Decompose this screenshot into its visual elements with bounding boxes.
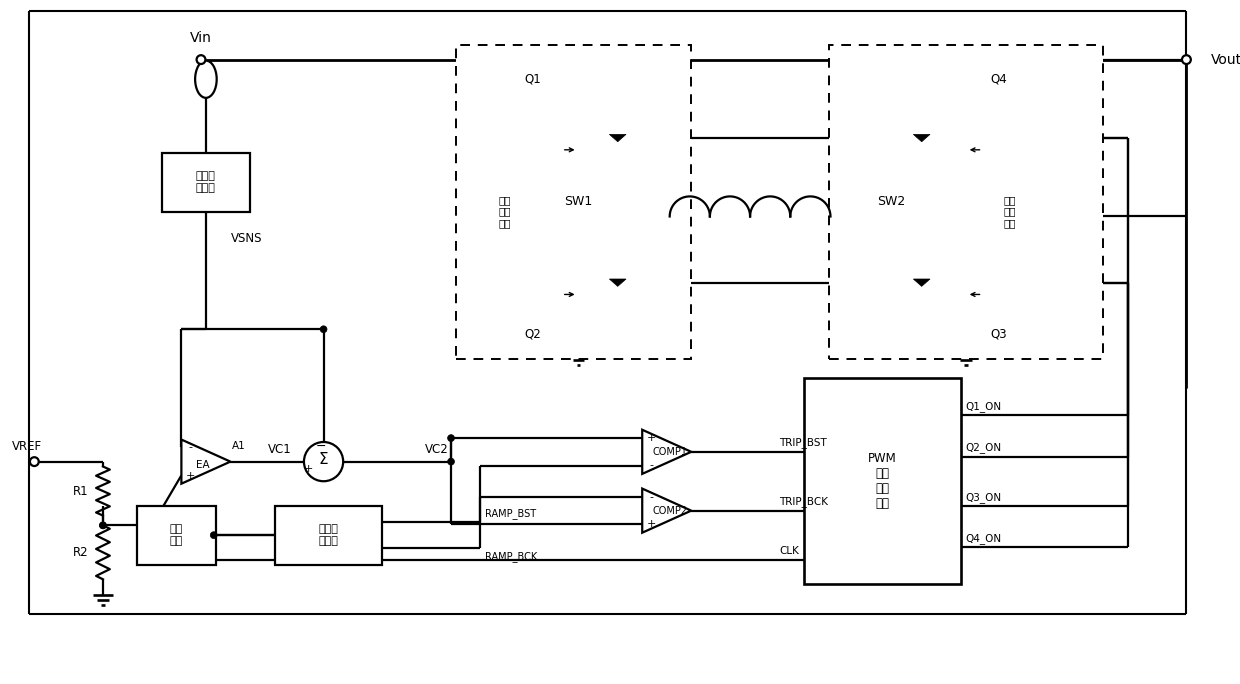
Text: EA: EA [196, 460, 210, 469]
Text: +: + [646, 433, 656, 443]
Circle shape [99, 522, 107, 529]
Text: Q1: Q1 [525, 73, 542, 86]
Text: +: + [304, 464, 314, 475]
Text: SW1: SW1 [564, 196, 591, 209]
Text: Q2: Q2 [525, 328, 542, 341]
Text: -: - [649, 492, 653, 502]
Polygon shape [914, 134, 930, 142]
Text: -: - [188, 442, 192, 452]
Circle shape [448, 458, 455, 465]
Text: Σ: Σ [319, 452, 329, 467]
Polygon shape [914, 279, 930, 287]
Text: Q3_ON: Q3_ON [966, 492, 1002, 503]
Text: VREF: VREF [12, 440, 42, 453]
Circle shape [99, 522, 107, 529]
Text: R2: R2 [73, 547, 88, 560]
Text: 降压
开关
模块: 降压 开关 模块 [498, 195, 511, 228]
Text: VC2: VC2 [424, 443, 448, 456]
Bar [138, 505, 216, 564]
Bar [804, 378, 961, 584]
Circle shape [320, 326, 327, 332]
Text: CLK: CLK [780, 546, 800, 556]
Text: Vout: Vout [1211, 53, 1240, 66]
Text: 升压
开关
模块: 升压 开关 模块 [1003, 195, 1016, 228]
Text: A1: A1 [232, 441, 246, 451]
Polygon shape [642, 488, 691, 533]
Text: TRIP_BST: TRIP_BST [780, 438, 827, 449]
Text: VC1: VC1 [268, 443, 291, 456]
Text: PWM
逻辑
控制
制器: PWM 逻辑 控制 制器 [868, 452, 897, 510]
Text: SW2: SW2 [878, 196, 905, 209]
Text: 斜率补
偿电路: 斜率补 偿电路 [319, 525, 339, 546]
Text: TRIP_BCK: TRIP_BCK [780, 497, 828, 508]
Bar [161, 153, 250, 211]
Text: Q3: Q3 [991, 328, 1007, 341]
Text: COMP2: COMP2 [652, 505, 687, 516]
Text: −: − [315, 440, 326, 453]
Text: RAMP_BCK: RAMP_BCK [485, 551, 538, 562]
Text: Q2_ON: Q2_ON [966, 443, 1002, 453]
Text: +: + [646, 519, 656, 529]
Text: -: - [649, 460, 653, 471]
Polygon shape [181, 440, 231, 484]
Text: +: + [186, 471, 195, 482]
Bar [828, 45, 1104, 358]
Ellipse shape [195, 61, 217, 98]
Circle shape [197, 55, 206, 64]
Circle shape [211, 531, 217, 538]
Text: R1: R1 [73, 484, 88, 497]
Text: RAMP_BST: RAMP_BST [485, 508, 537, 519]
Text: Vin: Vin [190, 31, 212, 45]
Polygon shape [609, 134, 626, 142]
Polygon shape [609, 279, 626, 287]
Text: COMP1: COMP1 [652, 447, 687, 457]
Bar [274, 505, 382, 564]
Circle shape [30, 457, 38, 466]
Circle shape [1182, 55, 1190, 64]
Text: 电流采
样电路: 电流采 样电路 [196, 172, 216, 193]
Polygon shape [642, 430, 691, 474]
Bar [456, 45, 691, 358]
Text: VSNS: VSNS [231, 232, 262, 245]
Text: Q4: Q4 [991, 73, 1007, 86]
Text: Q1_ON: Q1_ON [966, 401, 1002, 412]
Circle shape [304, 442, 343, 482]
Text: 时钟
电路: 时钟 电路 [170, 525, 184, 546]
Circle shape [448, 434, 455, 441]
Text: Q4_ON: Q4_ON [966, 533, 1002, 544]
